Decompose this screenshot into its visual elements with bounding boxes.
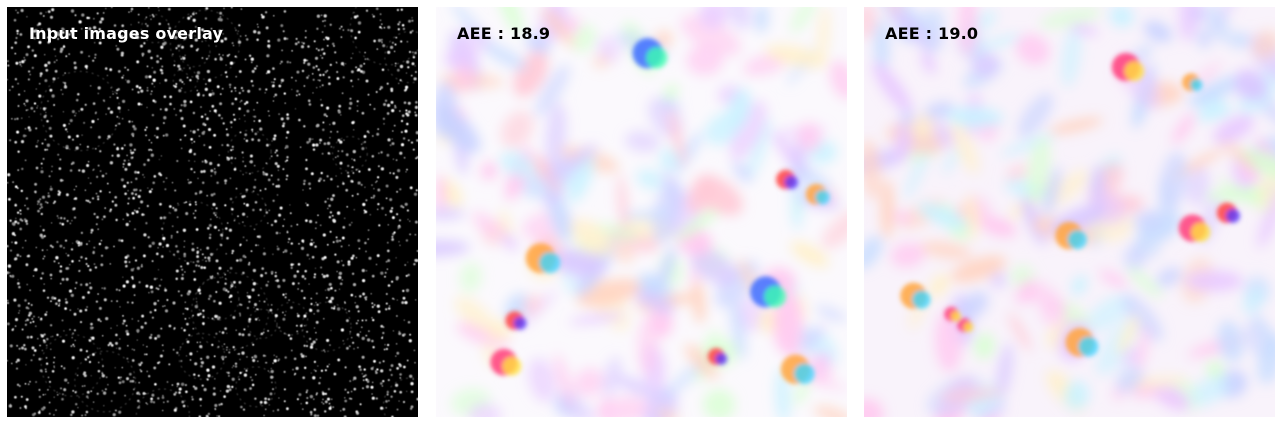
aee-label-1: AEE : 18.9	[457, 24, 551, 43]
particle-image	[7, 7, 418, 417]
flow-prediction-panel-2: AEE : 19.0	[864, 7, 1275, 417]
flow-prediction-panel-1: AEE : 18.9	[436, 7, 847, 417]
flow-color-map-2	[864, 7, 1275, 417]
particles	[7, 7, 418, 417]
aee-label-2: AEE : 19.0	[885, 24, 979, 43]
flow-color-map-1	[436, 7, 847, 417]
input-images-overlay-panel: Input images overlay	[7, 7, 418, 417]
input-panel-label: Input images overlay	[29, 24, 224, 43]
